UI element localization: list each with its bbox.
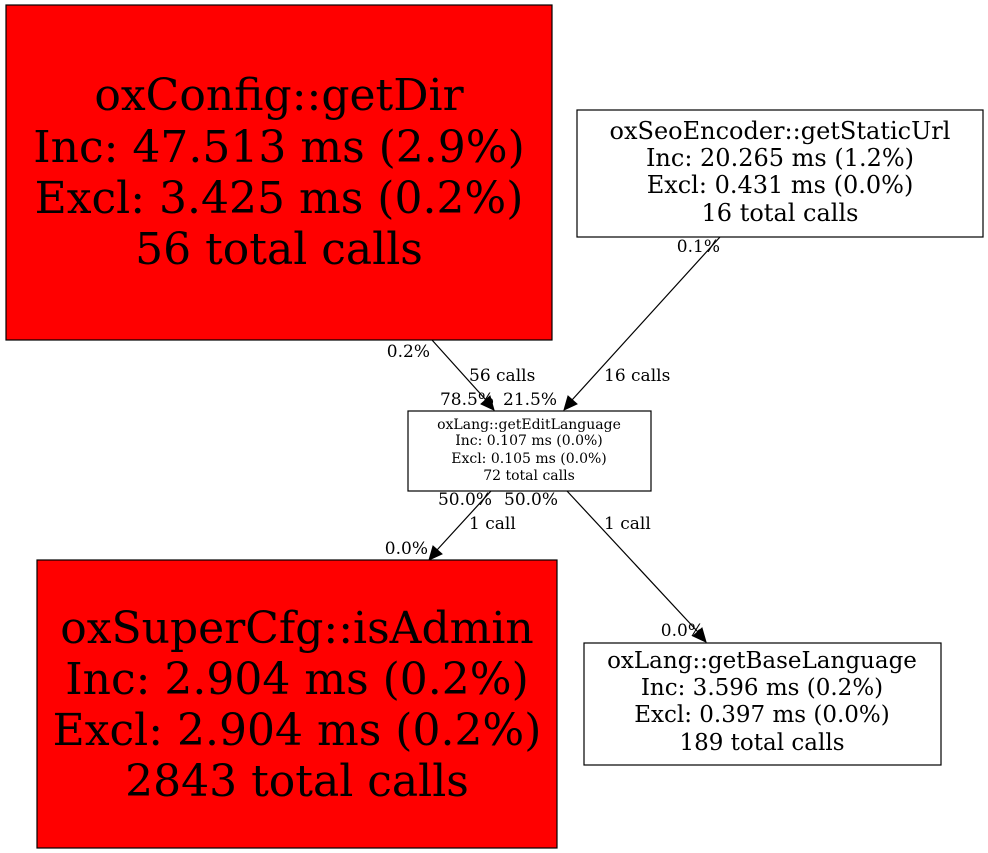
node-box [36,559,558,849]
edge-call-count: 56 calls [469,366,535,386]
edge-source-percent: 50.0% [504,490,558,510]
node-function-name: oxLang::getEditLanguage [437,417,621,433]
node-inclusive-time: Inc: 2.904 ms (0.2%) [65,654,529,705]
node-inclusive-time: Inc: 47.513 ms (2.9%) [33,122,525,173]
arrow-head [563,395,578,411]
node-total-calls: 16 total calls [702,199,859,227]
node-box [5,4,553,341]
arrow-head [692,627,707,643]
node-total-calls: 72 total calls [483,468,575,484]
edge-line [571,236,721,401]
edge-line [436,490,492,551]
edge-source-percent: 0.2% [387,342,430,362]
node-exclusive-time: Excl: 0.397 ms (0.0%) [634,702,890,728]
node-total-calls: 2843 total calls [125,756,469,807]
node-box [576,109,984,238]
arrow-head [428,545,443,561]
edge-target-percent: 78.5% [440,390,494,410]
edge-target-percent: 21.5% [503,390,557,410]
edge-getdir-to-geteditlanguage: 0.2% 56 calls 78.5% [387,339,535,411]
node-oxlang-geteditlanguage[interactable]: oxLang::getEditLanguage Inc: 0.107 ms (0… [407,410,652,492]
edge-target-percent: 0.0% [385,539,428,559]
edge-call-count: 1 call [604,514,651,534]
node-function-name: oxSuperCfg::isAdmin [60,603,534,654]
node-total-calls: 56 total calls [135,224,423,275]
edge-source-percent: 0.1% [677,237,720,257]
edge-getstaticurl-to-geteditlanguage: 0.1% 16 calls 21.5% [503,236,721,411]
node-oxseoencoder-getstaticurl[interactable]: oxSeoEncoder::getStaticUrl Inc: 20.265 m… [576,109,984,238]
node-function-name: oxConfig::getDir [94,70,464,121]
node-exclusive-time: Excl: 0.105 ms (0.0%) [451,451,607,467]
edge-target-percent: 0.0% [661,621,704,641]
edge-line [431,339,487,401]
arrow-head [480,395,495,411]
node-oxconfig-getdir[interactable]: oxConfig::getDir Inc: 47.513 ms (2.9%) E… [5,4,553,341]
node-function-name: oxLang::getBaseLanguage [607,648,917,674]
edge-line [566,490,699,633]
edge-geteditlanguage-to-getbaselanguage: 50.0% 1 call 0.0% [504,490,707,643]
edge-geteditlanguage-to-isadmin: 50.0% 1 call 0.0% [385,490,516,561]
edge-source-percent: 50.0% [438,490,492,510]
node-oxsupercfg-isadmin[interactable]: oxSuperCfg::isAdmin Inc: 2.904 ms (0.2%)… [36,559,558,849]
edge-call-count: 16 calls [604,366,670,386]
node-oxlang-getbaselanguage[interactable]: oxLang::getBaseLanguage Inc: 3.596 ms (0… [583,642,942,766]
node-box [583,642,942,766]
node-exclusive-time: Excl: 3.425 ms (0.2%) [35,173,524,224]
node-exclusive-time: Excl: 2.904 ms (0.2%) [53,705,542,756]
node-inclusive-time: Inc: 3.596 ms (0.2%) [641,675,883,701]
node-box [407,410,652,492]
node-total-calls: 189 total calls [679,730,844,756]
node-inclusive-time: Inc: 0.107 ms (0.0%) [455,433,603,449]
node-exclusive-time: Excl: 0.431 ms (0.0%) [647,171,914,199]
edge-call-count: 1 call [469,514,516,534]
node-inclusive-time: Inc: 20.265 ms (1.2%) [646,144,914,172]
node-function-name: oxSeoEncoder::getStaticUrl [610,117,951,145]
